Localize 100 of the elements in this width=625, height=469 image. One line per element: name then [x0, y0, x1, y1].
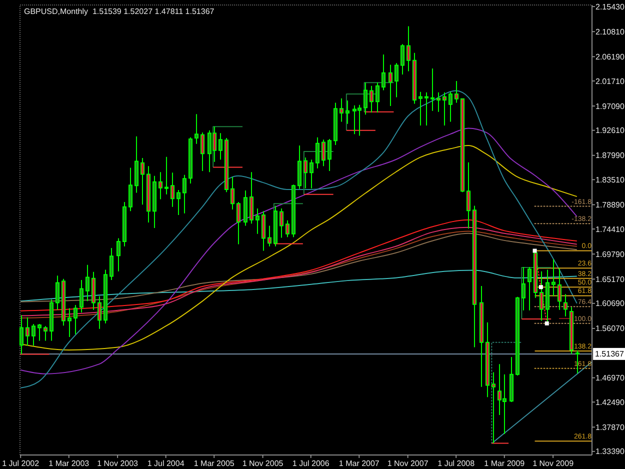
candlestick — [363, 82, 368, 116]
x-tick-label: 1 Jul 2006 — [292, 459, 330, 468]
y-tick-label: 1.78890 — [596, 200, 625, 210]
candlestick — [103, 269, 108, 324]
candlestick — [279, 208, 284, 238]
y-tick-label: 2.01710 — [596, 76, 625, 86]
candlestick — [230, 176, 235, 210]
line-series — [20, 270, 578, 302]
candlestick — [218, 132, 223, 160]
candlestick — [267, 225, 272, 247]
chart-title: GBPUSD,Monthly 1.51539 1.52027 1.47811 1.51367 — [24, 7, 215, 16]
candlestick — [485, 322, 490, 398]
candlestick — [557, 268, 562, 310]
candlestick — [91, 271, 96, 310]
point — [544, 321, 549, 326]
y-tick-label: 1.83510 — [596, 175, 625, 184]
candlestick — [31, 323, 36, 346]
candlestick — [116, 238, 121, 272]
y-tick-label: 2.10810 — [596, 27, 625, 36]
candlestick — [255, 208, 260, 234]
candlestick — [188, 136, 193, 184]
y-tick-label: 1.42490 — [596, 398, 625, 407]
candlestick — [479, 285, 484, 388]
candlestick — [345, 100, 350, 124]
y-tick-label: 1.37870 — [596, 422, 625, 432]
candlestick — [194, 114, 199, 144]
candlestick — [49, 299, 54, 342]
candlestick — [67, 308, 72, 338]
candlestick — [291, 184, 296, 238]
y-tick-label: 2.15430 — [596, 2, 625, 12]
candlestick — [430, 68, 435, 112]
candlestick — [140, 158, 145, 206]
y-tick-label: 1.97090 — [596, 102, 625, 111]
candlestick — [25, 316, 30, 346]
candlestick — [134, 136, 139, 194]
candlestick — [472, 205, 477, 348]
candlestick — [128, 167, 133, 212]
candlestick — [321, 139, 326, 167]
ref-line-label: 1.51367 — [595, 350, 624, 359]
candlestick — [327, 138, 332, 172]
candlestick — [515, 296, 520, 376]
candlestick — [491, 372, 496, 444]
x-tick-label: 1 Nov 2003 — [97, 459, 139, 468]
x-tick-label: 1 Mar 2005 — [194, 459, 235, 468]
candlestick — [309, 159, 314, 189]
candlestick — [61, 278, 66, 326]
candlestick — [236, 201, 241, 245]
candlestick — [400, 44, 405, 76]
candlestick — [55, 275, 60, 310]
candlestick — [152, 175, 157, 228]
point — [538, 285, 543, 290]
x-tick-label: 1 Mar 2007 — [338, 459, 380, 468]
y-tick-label: 1.74410 — [596, 224, 625, 234]
candlestick — [19, 314, 24, 355]
candlestick — [73, 304, 78, 335]
candlestick — [97, 296, 102, 330]
candlestick — [200, 132, 205, 172]
candlestick — [243, 190, 248, 226]
x-tick-label: 1 Nov 2009 — [532, 459, 574, 468]
candlestick — [563, 294, 568, 317]
candlestick — [182, 174, 187, 214]
y-tick-label: 1.87990 — [596, 151, 625, 160]
line-series — [20, 232, 578, 302]
candlestick — [569, 306, 574, 354]
candlestick — [509, 356, 514, 403]
y-tick-label: 1.65170 — [596, 274, 625, 284]
candlestick — [436, 92, 441, 112]
y-tick-label: 1.60690 — [596, 299, 625, 308]
candlestick — [285, 220, 290, 238]
candlestick — [37, 323, 42, 342]
y-tick-label: 1.92610 — [596, 126, 625, 136]
x-tick-label: 1 Jul 2004 — [147, 459, 185, 468]
y-tick-label: 1.33390 — [596, 447, 625, 456]
y-tick-label: 1.69790 — [596, 250, 625, 259]
candlestick — [424, 92, 429, 126]
x-tick-label: 1 Jul 2002 — [2, 459, 40, 468]
x-tick-label: 1 Nov 2007 — [387, 459, 429, 468]
candlestick — [406, 26, 411, 72]
candlestick — [339, 98, 344, 122]
candlestick — [369, 85, 374, 113]
candlestick — [442, 92, 447, 126]
candlestick — [375, 82, 380, 113]
candlestick — [412, 52, 417, 104]
candlestick — [273, 205, 278, 247]
candlestick — [79, 280, 84, 314]
x-tick-label: 1 Nov 2005 — [242, 459, 284, 468]
candlestick — [297, 145, 302, 190]
candlestick — [122, 201, 127, 247]
candlestick — [394, 62, 399, 98]
y-tick-label: 1.56070 — [596, 324, 625, 334]
candlestick — [466, 162, 471, 230]
candlestick — [454, 80, 459, 104]
x-tick-label: 1 Mar 2009 — [484, 459, 526, 468]
candlestick — [176, 190, 181, 216]
candlestick — [109, 248, 114, 281]
candlestick — [545, 269, 550, 324]
candlestick — [43, 326, 48, 342]
point — [532, 248, 537, 253]
candlestick — [303, 156, 308, 189]
candlestick — [527, 266, 532, 311]
